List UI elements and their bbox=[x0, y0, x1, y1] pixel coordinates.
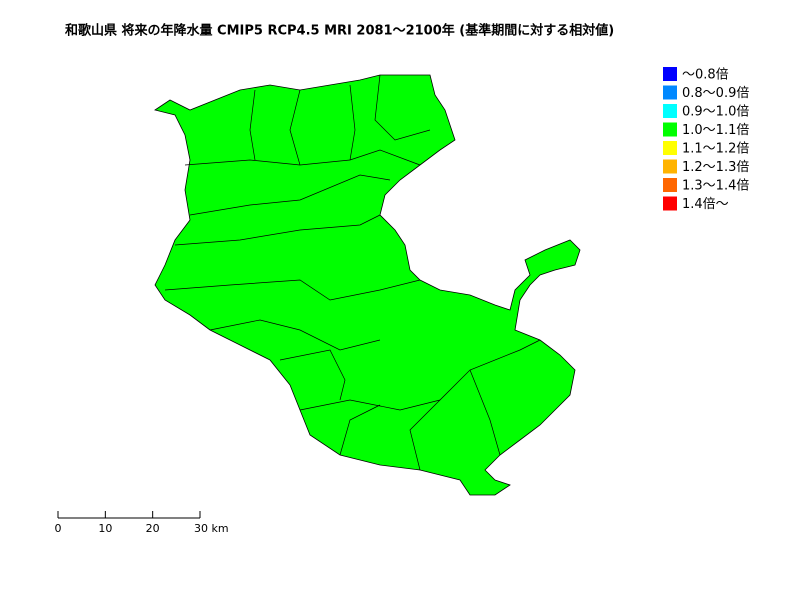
scale-label: 30 km bbox=[194, 522, 229, 535]
map-title: 和歌山県 将来の年降水量 CMIP5 RCP4.5 MRI 2081～2100年… bbox=[65, 23, 614, 39]
municipal-borders bbox=[164, 74, 541, 471]
legend-label: 1.3～1.4倍 bbox=[682, 179, 749, 194]
prefecture bbox=[154, 74, 581, 496]
legend-label: 1.0～1.1倍 bbox=[682, 123, 749, 138]
legend-swatch bbox=[663, 85, 677, 100]
legend-swatch bbox=[663, 178, 677, 192]
scale-label: 10 bbox=[98, 522, 112, 535]
scale-label: 0 bbox=[55, 522, 62, 535]
legend-label: 1.1～1.2倍 bbox=[682, 142, 749, 157]
legend-swatch bbox=[663, 159, 677, 174]
legend-label: ～0.8倍 bbox=[682, 68, 729, 83]
legend-label: 1.2～1.3倍 bbox=[682, 160, 749, 175]
legend-label: 1.4倍～ bbox=[682, 197, 729, 212]
legend-label: 0.8～0.9倍 bbox=[682, 86, 749, 101]
legend-swatch bbox=[663, 196, 677, 211]
legend-swatch bbox=[663, 67, 677, 81]
land-area bbox=[154, 74, 581, 496]
scale-bar: 0 10 20 30 km bbox=[55, 511, 229, 535]
legend: ～0.8倍 0.8～0.9倍 0.9～1.0倍 1.0～1.1倍 1.1～1.2倍 1.2… bbox=[663, 67, 749, 212]
legend-swatch bbox=[663, 104, 677, 118]
legend-label: 0.9～1.0倍 bbox=[682, 105, 749, 120]
legend-swatch bbox=[663, 141, 677, 155]
legend-swatch bbox=[663, 122, 677, 137]
scale-label: 20 bbox=[146, 522, 160, 535]
